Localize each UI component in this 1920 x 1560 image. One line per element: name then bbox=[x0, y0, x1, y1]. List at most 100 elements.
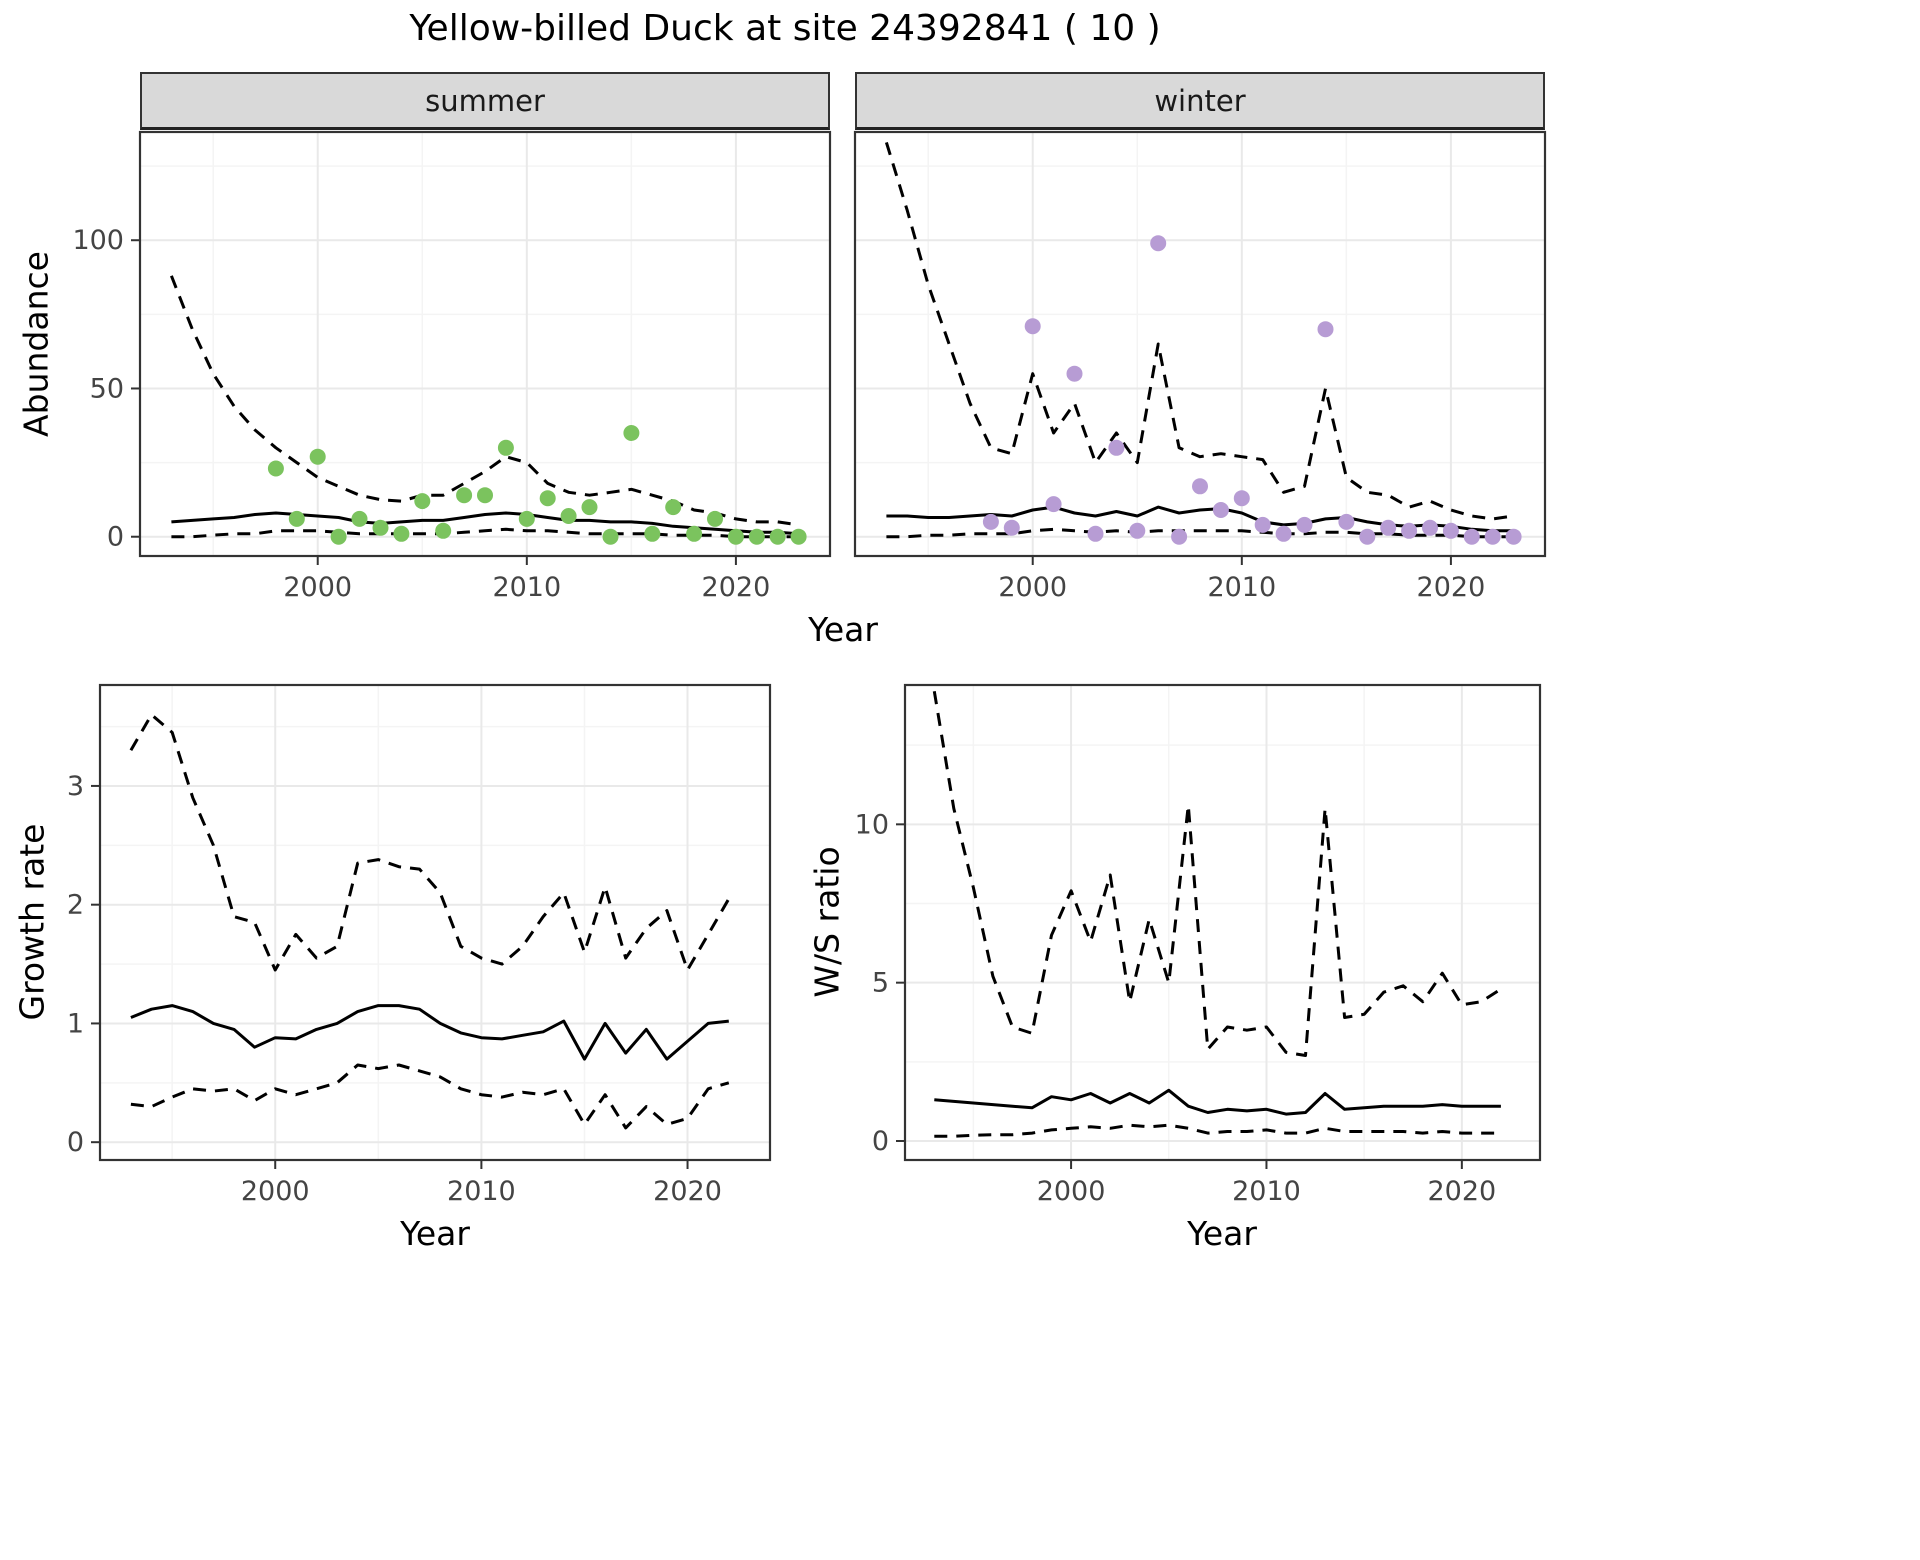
data-point bbox=[1359, 528, 1376, 545]
facet-strip-summer: summer bbox=[140, 72, 830, 130]
series-lower_ci bbox=[130, 1063, 730, 1130]
x-axis-title-year-ratio: Year bbox=[1187, 1214, 1257, 1253]
series-group-ws-ratio bbox=[932, 691, 1502, 1138]
panel-border bbox=[853, 130, 1547, 558]
y-tick-label: 1 bbox=[67, 1008, 84, 1039]
data-point bbox=[790, 528, 807, 545]
data-point bbox=[1317, 321, 1334, 338]
facet-strip-winter-label: winter bbox=[1154, 83, 1246, 118]
data-point bbox=[602, 528, 619, 545]
series-group-abundance-winter bbox=[884, 141, 1522, 545]
panel-border bbox=[138, 130, 832, 558]
panel-abundance-summer: 2000 2010 2020 0 50 100 bbox=[72, 130, 832, 603]
data-point bbox=[1171, 528, 1188, 545]
chart-title: Yellow-billed Duck at site 24392841 ( 10… bbox=[409, 8, 1161, 49]
data-point bbox=[769, 528, 786, 545]
data-point bbox=[288, 510, 305, 527]
data-point bbox=[393, 525, 410, 542]
data-point bbox=[1024, 318, 1041, 335]
panel-background bbox=[905, 685, 1540, 1160]
data-point bbox=[1463, 528, 1480, 545]
panel-background bbox=[140, 132, 830, 556]
data-point bbox=[351, 510, 368, 527]
observed-counts-summer bbox=[267, 425, 807, 545]
y-tick-label: 100 bbox=[72, 225, 124, 256]
series-upper_ci bbox=[170, 275, 799, 527]
data-point bbox=[707, 510, 723, 527]
y-tick-label: 3 bbox=[67, 771, 84, 802]
panel-ws-ratio: 2000 2010 2020 0 5 10 bbox=[855, 683, 1542, 1207]
data-point bbox=[1192, 478, 1208, 495]
y-tick-label: 50 bbox=[90, 373, 124, 404]
data-point bbox=[560, 508, 577, 524]
series-upper_ci bbox=[884, 141, 1514, 521]
series-lower_ci bbox=[934, 1123, 1501, 1138]
series-median bbox=[934, 1088, 1501, 1116]
y-tick-label: 2 bbox=[67, 890, 84, 921]
data-point bbox=[1129, 522, 1146, 539]
data-point bbox=[644, 525, 661, 542]
series-median bbox=[130, 1004, 729, 1061]
facet-strip-winter: winter bbox=[855, 72, 1545, 130]
data-point bbox=[1442, 522, 1459, 539]
series-group-growth-rate bbox=[129, 713, 731, 1130]
y-tick-label: 0 bbox=[872, 1126, 889, 1157]
x-tick-label: 2020 bbox=[653, 1176, 722, 1207]
x-tick-label: 2000 bbox=[998, 572, 1067, 603]
data-point bbox=[1505, 528, 1522, 545]
data-point bbox=[1275, 525, 1292, 542]
data-point bbox=[665, 499, 682, 516]
data-point bbox=[1003, 519, 1020, 536]
data-point bbox=[1066, 365, 1083, 382]
data-point bbox=[267, 460, 284, 477]
data-point bbox=[1212, 502, 1229, 518]
x-tick-label: 2010 bbox=[1232, 1176, 1301, 1207]
panel-border bbox=[98, 683, 772, 1162]
data-point bbox=[1484, 528, 1501, 545]
series-lower_ci bbox=[886, 527, 1514, 539]
x-tick-label: 2010 bbox=[492, 572, 561, 603]
panel-abundance-winter: 2000 2010 2020 bbox=[853, 130, 1547, 603]
panel-border bbox=[903, 683, 1542, 1162]
y-tick-label: 0 bbox=[67, 1127, 84, 1158]
data-point bbox=[982, 513, 999, 530]
data-point bbox=[1380, 519, 1397, 536]
panel-background bbox=[100, 685, 770, 1160]
data-point bbox=[330, 528, 347, 545]
x-tick-label: 2000 bbox=[283, 572, 352, 603]
x-tick-label: 2020 bbox=[702, 572, 771, 603]
data-point bbox=[477, 487, 493, 504]
y-tick-label: 0 bbox=[107, 522, 124, 553]
data-point bbox=[456, 487, 473, 504]
x-tick-label: 2000 bbox=[1037, 1176, 1106, 1207]
data-point bbox=[727, 528, 744, 545]
data-point bbox=[1422, 519, 1438, 536]
x-tick-label: 2010 bbox=[447, 1176, 516, 1207]
observed-counts-winter bbox=[982, 235, 1522, 545]
x-axis-title-year-top: Year bbox=[808, 610, 878, 649]
data-point bbox=[581, 499, 598, 516]
data-point bbox=[1296, 516, 1313, 533]
x-tick-label: 2020 bbox=[1427, 1176, 1496, 1207]
data-point bbox=[1045, 496, 1062, 513]
data-point bbox=[1233, 490, 1250, 507]
series-group-abundance-summer bbox=[170, 275, 807, 545]
data-point bbox=[414, 493, 431, 510]
series-upper_ci bbox=[129, 713, 731, 972]
data-point bbox=[1087, 525, 1104, 542]
y-tick-label: 10 bbox=[855, 809, 889, 840]
panel-growth-rate: 2000 2010 2020 0 1 2 3 bbox=[67, 683, 772, 1207]
data-point bbox=[539, 490, 556, 507]
y-tick-label: 5 bbox=[872, 968, 889, 999]
data-point bbox=[1401, 522, 1418, 539]
series-lower_ci bbox=[171, 527, 799, 539]
data-point bbox=[1150, 235, 1167, 252]
x-tick-label: 2010 bbox=[1207, 572, 1276, 603]
data-point bbox=[309, 448, 326, 465]
data-point bbox=[1108, 439, 1125, 456]
data-point bbox=[518, 510, 535, 527]
data-point bbox=[435, 522, 452, 539]
data-point bbox=[748, 528, 765, 545]
data-point bbox=[623, 425, 640, 441]
